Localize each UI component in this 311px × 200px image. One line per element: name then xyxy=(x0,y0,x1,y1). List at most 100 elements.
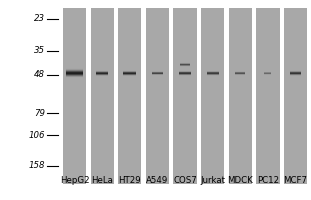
Bar xyxy=(123,72,136,73)
Bar xyxy=(207,71,219,72)
Bar xyxy=(290,72,301,73)
Bar xyxy=(66,73,83,74)
Bar xyxy=(290,71,301,72)
Bar xyxy=(235,73,245,74)
Bar xyxy=(180,66,190,67)
Bar xyxy=(264,73,272,74)
Bar xyxy=(146,8,169,184)
Bar xyxy=(66,73,83,74)
Bar xyxy=(96,70,109,71)
Text: PC12: PC12 xyxy=(257,176,279,185)
Bar xyxy=(264,73,272,74)
Bar xyxy=(180,64,190,65)
Bar xyxy=(123,74,136,75)
Bar xyxy=(290,73,301,74)
Bar xyxy=(66,72,83,73)
Bar xyxy=(207,73,219,74)
Text: MCF7: MCF7 xyxy=(284,176,308,185)
Text: COS7: COS7 xyxy=(173,176,197,185)
Bar xyxy=(152,74,163,75)
Bar xyxy=(179,72,191,73)
Text: HT29: HT29 xyxy=(118,176,141,185)
Bar xyxy=(201,8,224,184)
Bar xyxy=(290,75,301,76)
Bar xyxy=(96,74,109,75)
Bar xyxy=(290,74,301,75)
Bar xyxy=(96,75,109,76)
Bar xyxy=(180,63,190,64)
Text: 79: 79 xyxy=(34,109,45,118)
Bar xyxy=(179,71,191,72)
Bar xyxy=(123,75,136,76)
Bar xyxy=(180,66,190,67)
Bar xyxy=(91,8,114,184)
Bar xyxy=(123,73,136,74)
Bar xyxy=(180,64,190,65)
Bar xyxy=(207,71,219,72)
Bar xyxy=(66,76,83,77)
Bar xyxy=(152,75,163,76)
Bar xyxy=(66,70,83,71)
Bar xyxy=(96,73,109,74)
Bar xyxy=(207,72,219,73)
Bar xyxy=(179,71,191,72)
Bar xyxy=(179,74,191,75)
Text: 35: 35 xyxy=(34,46,45,55)
Bar xyxy=(207,73,219,74)
Bar xyxy=(152,74,163,75)
Bar xyxy=(96,75,109,76)
Bar xyxy=(152,71,163,72)
Bar xyxy=(123,70,136,71)
Bar xyxy=(180,63,190,64)
Bar xyxy=(235,74,245,75)
Bar xyxy=(123,72,136,73)
Bar xyxy=(66,68,83,69)
Bar xyxy=(235,73,245,74)
Bar xyxy=(264,74,272,75)
Bar xyxy=(290,74,301,75)
Bar xyxy=(264,72,272,73)
Bar xyxy=(96,72,109,73)
Bar xyxy=(235,71,245,72)
Bar xyxy=(96,70,109,71)
Bar xyxy=(290,70,301,71)
Text: HepG2: HepG2 xyxy=(60,176,89,185)
Bar xyxy=(284,8,307,184)
Bar xyxy=(180,62,190,63)
Bar xyxy=(123,74,136,75)
Bar xyxy=(264,72,272,73)
Bar xyxy=(66,77,83,78)
Text: A549: A549 xyxy=(146,176,169,185)
Bar xyxy=(179,73,191,74)
Text: 158: 158 xyxy=(29,161,45,170)
Bar xyxy=(235,71,245,72)
Bar xyxy=(179,74,191,75)
Bar xyxy=(96,74,109,75)
Bar xyxy=(96,73,109,74)
Bar xyxy=(152,73,163,74)
Bar xyxy=(66,69,83,70)
Bar xyxy=(235,71,245,72)
Bar xyxy=(179,74,191,75)
Bar xyxy=(66,74,83,75)
Bar xyxy=(207,75,219,76)
Bar xyxy=(290,72,301,73)
Bar xyxy=(66,76,83,77)
Text: 23: 23 xyxy=(34,14,45,23)
Bar xyxy=(290,75,301,76)
Bar xyxy=(256,8,280,184)
Bar xyxy=(66,74,83,75)
Bar xyxy=(290,71,301,72)
Bar xyxy=(290,73,301,74)
Bar xyxy=(207,74,219,75)
Bar xyxy=(152,71,163,72)
Bar xyxy=(123,70,136,71)
Bar xyxy=(180,62,190,63)
Bar xyxy=(229,8,252,184)
Bar xyxy=(96,71,109,72)
Bar xyxy=(290,70,301,71)
Bar xyxy=(123,71,136,72)
Text: 106: 106 xyxy=(29,131,45,140)
Bar xyxy=(264,71,272,72)
Bar xyxy=(66,75,83,76)
